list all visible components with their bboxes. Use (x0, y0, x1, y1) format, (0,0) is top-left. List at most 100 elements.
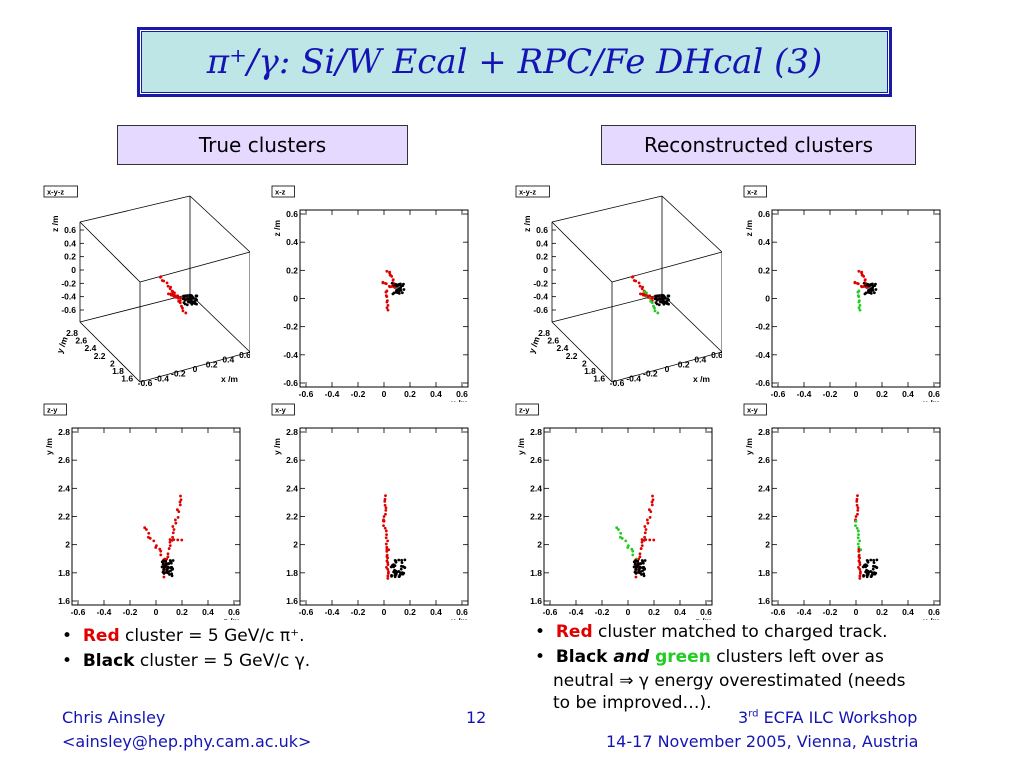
z-axis-label: z /m (522, 215, 532, 232)
hit-point (853, 280, 857, 284)
hit-point (636, 559, 640, 563)
footer-page-number: 12 (466, 708, 487, 727)
hit-point (866, 559, 870, 563)
hit-point (634, 575, 638, 579)
hit-point (384, 536, 388, 540)
z-axis-label: z /m (50, 215, 60, 232)
hit-point (617, 528, 620, 531)
hit-point (857, 533, 860, 537)
hit-point (655, 294, 659, 298)
x-tick-label: -0.4 (97, 607, 112, 617)
x-tick-label: -0.4 (325, 607, 340, 617)
y-axis-label: y /m (516, 438, 526, 455)
hit-point (162, 571, 166, 575)
hit-point (868, 290, 872, 294)
hit-point (384, 529, 388, 533)
hit-point (172, 538, 176, 542)
x-axis-label: z /m (223, 616, 240, 620)
y-tick-label: 0.6 (758, 209, 770, 219)
y-tick-label: 2 (765, 540, 770, 550)
hit-point (856, 512, 859, 516)
panel-tag: x-z (743, 185, 767, 198)
y-tick-label: 2 (65, 540, 70, 550)
x-tick-label: 0.6 (928, 389, 940, 399)
hit-point (640, 538, 644, 541)
hit-point (640, 544, 644, 548)
svg-text:x-z: x-z (747, 188, 758, 197)
hit-point (167, 562, 171, 566)
hit-point (858, 556, 862, 560)
y-tick-label: 1.6 (121, 374, 133, 384)
hit-point (855, 526, 859, 530)
panel-tag: z-y (515, 403, 539, 416)
hit-point (631, 549, 635, 553)
hit-point (640, 540, 644, 544)
x-tick-label: -0.2 (171, 369, 186, 379)
hit-point (390, 281, 394, 285)
right-bullet-2-line2: neutral ⇒ γ energy overestimated (needs (553, 671, 906, 692)
hit-point (637, 568, 641, 572)
hit-point (171, 293, 175, 297)
x-tick-label: -0.2 (351, 607, 366, 617)
x-tick-label: 0.4 (694, 355, 706, 365)
x-tick-label: 0.4 (202, 607, 214, 617)
hit-point (651, 494, 654, 498)
hit-point (640, 287, 644, 291)
hit-point (394, 573, 398, 576)
hit-point (655, 298, 659, 302)
z-tick-label: 0.4 (536, 238, 548, 248)
hit-point (162, 568, 166, 572)
x-tick-label: -0.2 (823, 389, 838, 399)
hit-point (862, 274, 866, 278)
hit-point (154, 546, 158, 549)
x-axis-label: x /m (221, 374, 238, 384)
x-tick-label: 0.6 (456, 389, 468, 399)
y-tick-label: 2 (110, 358, 115, 368)
hit-point (397, 569, 400, 573)
x-tick-label: -0.6 (771, 607, 786, 617)
hit-point (857, 295, 861, 298)
hit-point (871, 567, 875, 571)
left-bullet-2: • Black cluster = 5 GeV/c γ. (62, 650, 311, 671)
x-tick-label: 0.4 (902, 607, 914, 617)
hit-point (645, 291, 648, 295)
hit-point (647, 508, 651, 512)
hit-point (665, 299, 669, 303)
hit-point (650, 503, 654, 507)
hit-point (640, 559, 644, 562)
z-tick-label: 0 (543, 265, 548, 275)
footer-workshop: 3rd ECFA ILC Workshop (738, 708, 917, 727)
panel-tag: x-y (271, 403, 295, 416)
hit-point (177, 510, 181, 514)
hit-point (400, 558, 404, 562)
left-bullet-2-black: Black (82, 650, 135, 671)
y-tick-label: -0.6 (283, 378, 298, 388)
hit-point (402, 288, 406, 291)
left-bullet-1-text: cluster = 5 GeV/c π⁺. (119, 626, 305, 646)
y-tick-label: 1.6 (530, 596, 542, 606)
hit-point (656, 311, 660, 315)
panel-tag: x-y (743, 403, 767, 416)
hit-point (868, 284, 872, 287)
hit-point (183, 298, 187, 302)
hit-point (162, 575, 166, 579)
hit-point (169, 561, 173, 565)
x-tick-label: 0.2 (206, 359, 218, 369)
hit-point (640, 566, 644, 570)
hit-point (167, 571, 170, 575)
hit-point (152, 539, 156, 543)
hit-point (385, 306, 389, 310)
hit-point (869, 558, 873, 562)
hit-point (855, 503, 859, 507)
panel-reco-zy: z-y -0.6 -0.4 -0.2 0 0.2 0.4 0.6 2.8 2.6 2.4 2.2 2 1.… (512, 400, 722, 620)
hit-point (383, 499, 387, 503)
panel-reco-xz: x-z -0.6 -0.4 -0.2 0 0.2 0.4 0.6 0.6 0.4 0.2 0 -0.2 -… (740, 182, 950, 402)
hit-point (653, 309, 657, 313)
right-bullet-1-text: cluster matched to charged track. (592, 622, 888, 642)
hit-point (869, 575, 873, 578)
y-tick-label: 2 (293, 540, 298, 550)
x-tick-label: 0.6 (456, 607, 468, 617)
z-tick-label: -0.2 (61, 278, 76, 288)
y-tick-label: 0.6 (286, 209, 298, 219)
x-tick-label: -0.4 (325, 389, 340, 399)
